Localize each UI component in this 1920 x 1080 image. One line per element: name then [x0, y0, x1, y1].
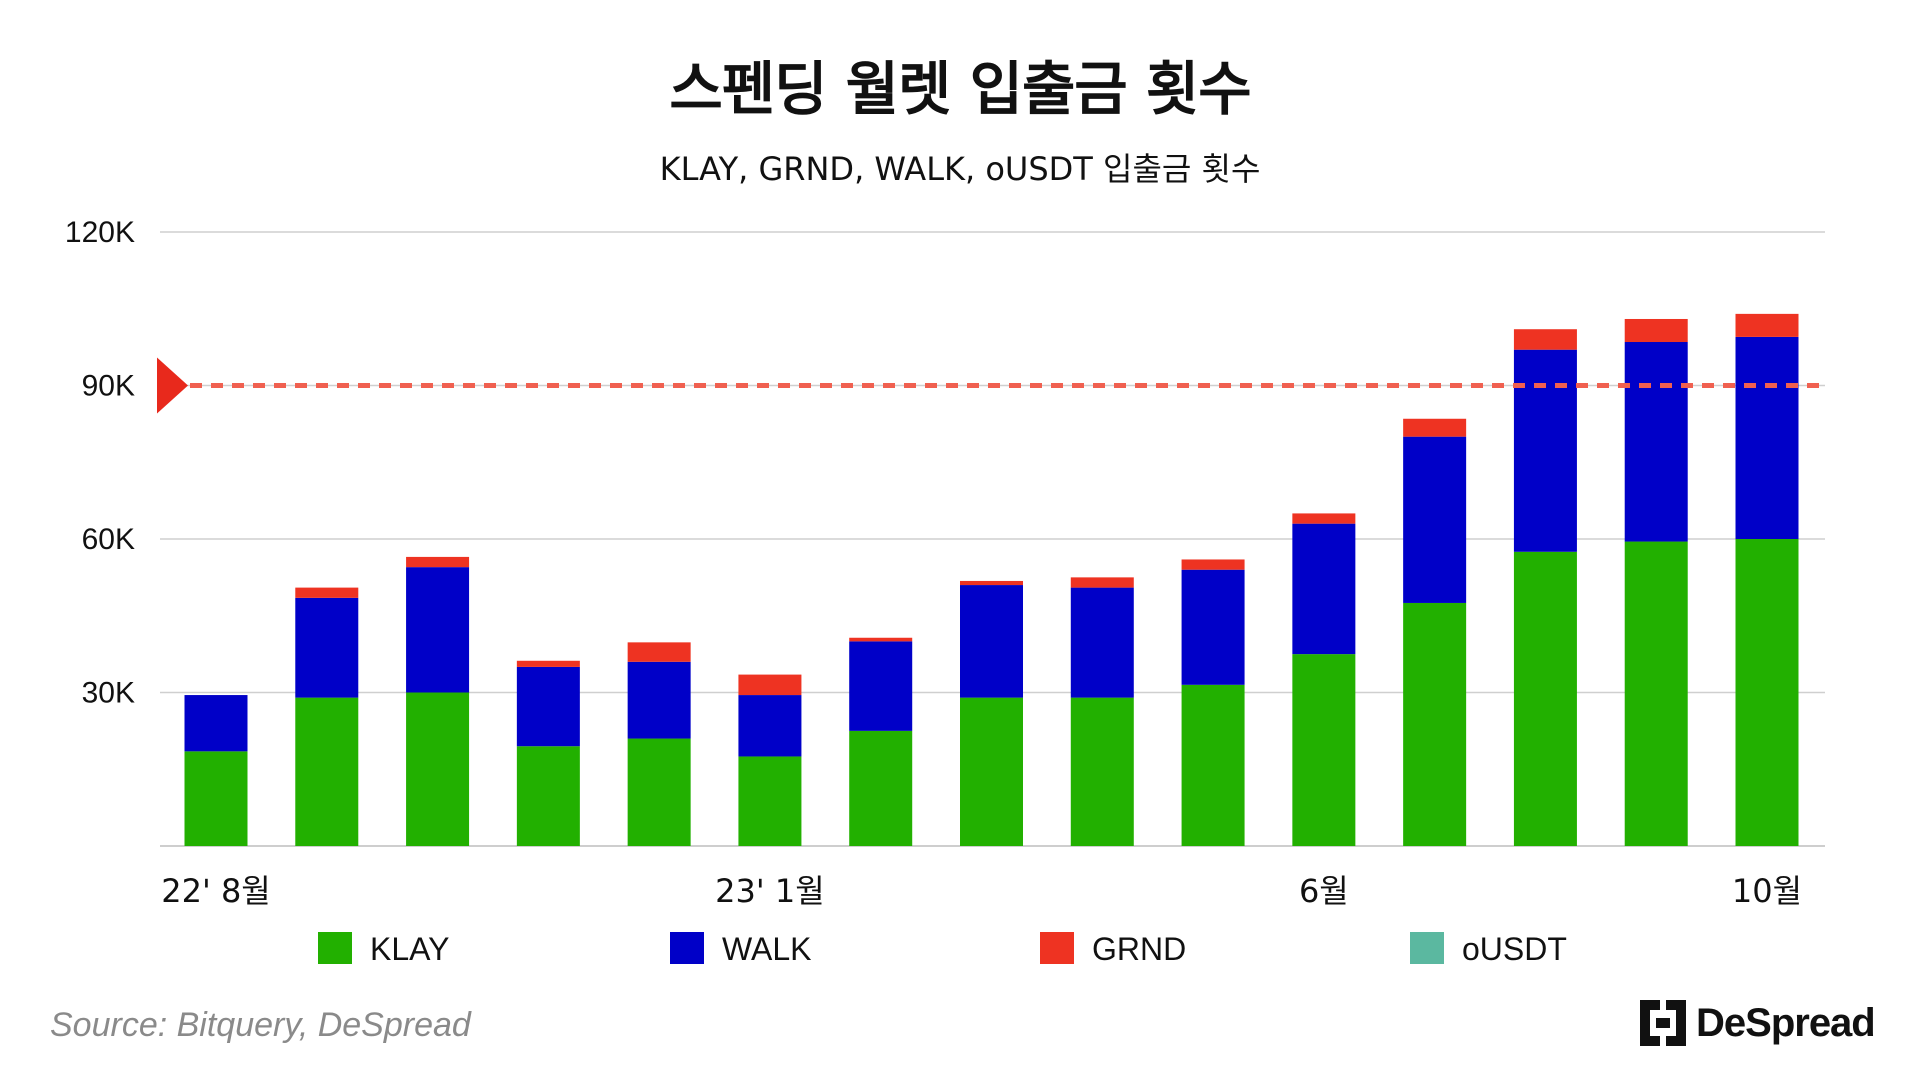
bar-grnd — [738, 674, 802, 696]
bar-klay — [406, 692, 470, 846]
bar-walk — [295, 597, 359, 698]
legend-swatch — [670, 932, 704, 964]
y-tick-label: 30K — [82, 677, 135, 710]
bar-grnd — [1624, 318, 1688, 343]
stacked-bar-chart: 30K 60K 90K 120K 22' 8월 23' 1월 6월 10월 KLAY WALK GR… — [65, 216, 1825, 967]
bar-klay — [1181, 684, 1245, 846]
source-note: Source: Bitquery, DeSpread — [50, 1006, 471, 1044]
bar-klay — [184, 751, 248, 846]
bar-grnd — [1403, 418, 1467, 437]
legend-label: KLAY — [370, 931, 449, 967]
x-tick-label: 10월 — [1732, 872, 1802, 910]
bar-klay — [627, 738, 691, 846]
bar-grnd — [960, 580, 1023, 586]
bar-klay — [516, 746, 580, 846]
reference-marker-icon — [157, 357, 188, 414]
bar-walk — [1181, 569, 1245, 685]
brand-logo: DeSpread — [1640, 1000, 1876, 1046]
legend-swatch — [1040, 932, 1074, 964]
x-tick-label: 6월 — [1299, 872, 1349, 910]
bar-klay — [849, 730, 913, 846]
y-tick-label: 120K — [65, 216, 135, 249]
chart-title: 스펜딩 월렛 입출금 횟수 — [669, 55, 1251, 123]
bar-klay — [1403, 602, 1467, 846]
despread-logo-icon — [1640, 1000, 1686, 1046]
bar-grnd — [295, 587, 359, 598]
bar-klay — [1735, 539, 1799, 846]
bar-grnd — [849, 637, 913, 642]
bar-grnd — [1181, 559, 1245, 570]
bar-grnd — [1735, 313, 1799, 337]
bar-klay — [1624, 541, 1688, 846]
chart-subtitle: KLAY, GRND, WALK, oUSDT 입출금 횟수 — [659, 150, 1261, 188]
bar-walk — [960, 585, 1023, 698]
bar-walk — [516, 666, 580, 747]
bar-klay — [1292, 654, 1356, 846]
bar-walk — [627, 661, 691, 739]
bar-klay — [1070, 697, 1134, 846]
bar-walk — [1070, 587, 1134, 698]
bar-grnd — [406, 556, 470, 568]
x-tick-label: 23' 1월 — [715, 872, 825, 910]
bar-klay — [1513, 551, 1577, 846]
bar-grnd — [1070, 577, 1134, 588]
bar-klay — [295, 697, 359, 846]
legend-label: WALK — [722, 931, 812, 967]
bar-grnd — [516, 660, 580, 667]
bar-grnd — [627, 642, 691, 662]
bar-klay — [738, 756, 802, 846]
x-tick-label: 22' 8월 — [161, 872, 271, 910]
bar-klay — [960, 697, 1023, 846]
y-tick-label: 60K — [82, 523, 135, 556]
legend-swatch — [1410, 932, 1444, 964]
y-tick-label: 90K — [82, 370, 135, 403]
bar-walk — [738, 695, 802, 757]
legend-swatch — [318, 932, 352, 964]
bar-grnd — [1513, 329, 1577, 350]
bar-grnd — [1292, 513, 1356, 524]
bar-walk — [1292, 523, 1356, 655]
bar-walk — [1624, 342, 1688, 542]
brand-name: DeSpread — [1696, 1000, 1876, 1045]
legend-label: GRND — [1092, 931, 1186, 967]
bar-walk — [1735, 336, 1799, 539]
bar-walk — [849, 641, 913, 731]
bar-walk — [1403, 436, 1467, 603]
bar-walk — [1513, 349, 1577, 552]
legend-label: oUSDT — [1462, 931, 1567, 967]
bar-walk — [406, 567, 470, 693]
bar-walk — [184, 695, 248, 752]
